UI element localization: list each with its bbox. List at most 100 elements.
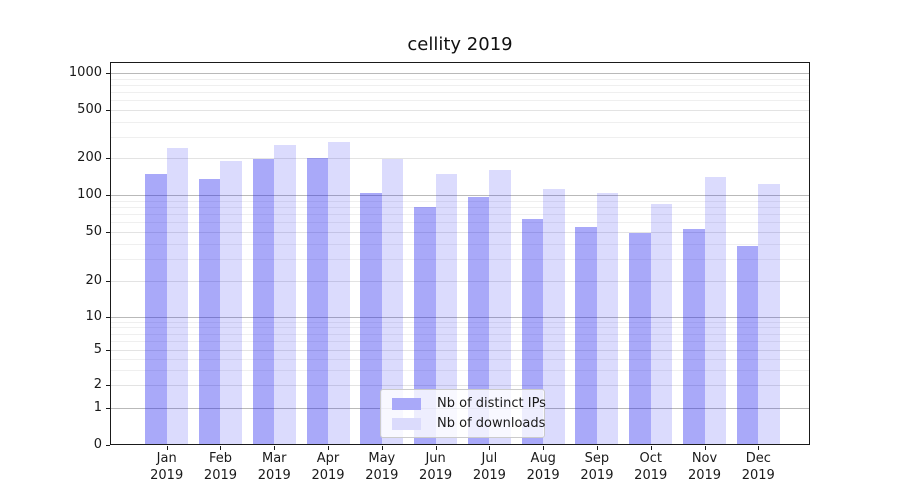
legend-label: Nb of downloads bbox=[437, 416, 546, 431]
x-tick-year: 2019 bbox=[311, 468, 345, 483]
gridline-minor bbox=[110, 200, 810, 202]
x-tick-month: Mar bbox=[261, 451, 287, 466]
x-tick-year: 2019 bbox=[634, 468, 668, 483]
x-tick-month: Dec bbox=[745, 451, 771, 466]
gridline-decade bbox=[110, 73, 810, 75]
gridline-minor bbox=[110, 358, 810, 360]
x-tick-month: Nov bbox=[691, 451, 718, 466]
x-tick-year: 2019 bbox=[419, 468, 453, 483]
x-tick-month: May bbox=[368, 451, 396, 466]
gridline-minor bbox=[110, 206, 810, 208]
x-tick-mark bbox=[274, 446, 276, 450]
bar-distinct-ips-oct bbox=[629, 232, 651, 445]
y-tick-label: 2 bbox=[93, 377, 102, 392]
gridline bbox=[110, 350, 810, 351]
x-tick-year: 2019 bbox=[365, 468, 399, 483]
y-tick-label: 0 bbox=[93, 437, 102, 452]
y-tick-label: 100 bbox=[77, 187, 102, 202]
bar-downloads-jan bbox=[166, 148, 189, 445]
x-tick-year: 2019 bbox=[203, 468, 238, 483]
legend-entry: Nb of downloads bbox=[392, 416, 545, 431]
bar-distinct-ips-dec bbox=[736, 246, 759, 445]
bar-distinct-ips-apr bbox=[306, 157, 329, 445]
x-tick-year: 2019 bbox=[741, 468, 775, 483]
x-tick-mark bbox=[220, 446, 222, 450]
x-tick-month: Jan bbox=[156, 451, 177, 466]
bar-downloads-may bbox=[381, 159, 404, 445]
bar-distinct-ips-jan bbox=[145, 173, 167, 445]
x-tick-month: Apr bbox=[316, 451, 340, 466]
y-tick-mark bbox=[106, 110, 110, 111]
gridline-minor bbox=[110, 100, 810, 102]
x-tick-label-jul: Jul 2019 bbox=[457, 450, 521, 484]
bar-distinct-ips-sep bbox=[575, 226, 597, 445]
x-tick-mark bbox=[166, 446, 168, 450]
x-tick-label-sep: Sep 2019 bbox=[565, 450, 629, 484]
chart-title: cellity 2019 bbox=[407, 34, 513, 55]
x-tick-mark bbox=[328, 446, 330, 450]
x-tick-label-may: May 2019 bbox=[350, 450, 414, 484]
y-tick-mark bbox=[106, 281, 110, 282]
gridline-decade bbox=[110, 195, 810, 196]
gridline-minor bbox=[110, 121, 810, 123]
bar-downloads-aug bbox=[543, 188, 565, 445]
x-tick-month: Jun bbox=[425, 451, 446, 466]
x-tick-label-aug: Aug 2019 bbox=[511, 450, 575, 484]
x-tick-label-mar: Mar 2019 bbox=[242, 450, 306, 484]
x-tick-label-nov: Nov 2019 bbox=[673, 450, 737, 484]
bar-downloads-sep bbox=[596, 192, 619, 445]
gridline-minor bbox=[110, 341, 810, 343]
legend-swatch-distinct-ips bbox=[392, 397, 421, 410]
bar-downloads-jun bbox=[435, 173, 458, 445]
x-tick-month: Oct bbox=[639, 451, 662, 466]
x-tick-year: 2019 bbox=[257, 468, 291, 483]
gridline bbox=[110, 385, 810, 386]
gridline-minor bbox=[110, 222, 810, 224]
x-tick-year: 2019 bbox=[472, 468, 506, 483]
plot-area bbox=[110, 62, 810, 445]
y-tick-label: 5 bbox=[93, 342, 102, 357]
x-tick-mark bbox=[596, 446, 598, 450]
x-tick-label-apr: Apr 2019 bbox=[296, 450, 360, 484]
bar-distinct-ips-aug bbox=[521, 218, 544, 445]
x-tick-mark bbox=[435, 446, 437, 450]
gridline bbox=[110, 231, 810, 233]
x-tick-label-oct: Oct 2019 bbox=[619, 450, 683, 484]
x-tick-label-dec: Dec 2019 bbox=[726, 450, 790, 484]
y-tick-mark bbox=[106, 408, 110, 410]
x-tick-month: Feb bbox=[208, 451, 232, 466]
bar-downloads-mar bbox=[274, 145, 296, 445]
x-tick-month: Jul bbox=[481, 451, 498, 466]
gridline bbox=[110, 281, 810, 282]
x-tick-mark bbox=[704, 446, 706, 450]
gridline-minor bbox=[110, 321, 810, 323]
x-tick-mark bbox=[543, 446, 545, 450]
y-tick-mark bbox=[106, 316, 110, 318]
gridline-minor bbox=[110, 243, 810, 245]
gridline-minor bbox=[110, 85, 810, 87]
bar-distinct-ips-feb bbox=[198, 179, 221, 445]
legend-label: Nb of distinct IPs bbox=[437, 396, 546, 411]
y-tick-label: 50 bbox=[85, 223, 102, 239]
gridline-minor bbox=[110, 259, 810, 261]
x-tick-month: Aug bbox=[530, 451, 556, 466]
bar-distinct-ips-jul bbox=[467, 197, 490, 445]
y-tick-mark bbox=[106, 385, 110, 386]
bar-distinct-ips-jun bbox=[414, 207, 436, 445]
y-tick-label: 200 bbox=[77, 150, 102, 166]
x-tick-label-jun: Jun 2019 bbox=[404, 450, 468, 484]
bar-distinct-ips-nov bbox=[683, 228, 705, 445]
bar-downloads-dec bbox=[758, 184, 780, 445]
y-tick-label: 500 bbox=[77, 102, 102, 117]
gridline bbox=[110, 110, 810, 111]
y-tick-label: 1000 bbox=[68, 65, 102, 81]
y-tick-mark bbox=[106, 195, 110, 196]
y-tick-mark bbox=[106, 350, 110, 351]
gridline bbox=[110, 158, 810, 160]
x-tick-label-feb: Feb 2019 bbox=[188, 450, 252, 484]
x-tick-mark bbox=[381, 446, 383, 450]
legend-entry: Nb of distinct IPs bbox=[392, 396, 546, 411]
gridline-minor bbox=[110, 213, 810, 215]
legend-swatch-downloads bbox=[392, 417, 421, 430]
